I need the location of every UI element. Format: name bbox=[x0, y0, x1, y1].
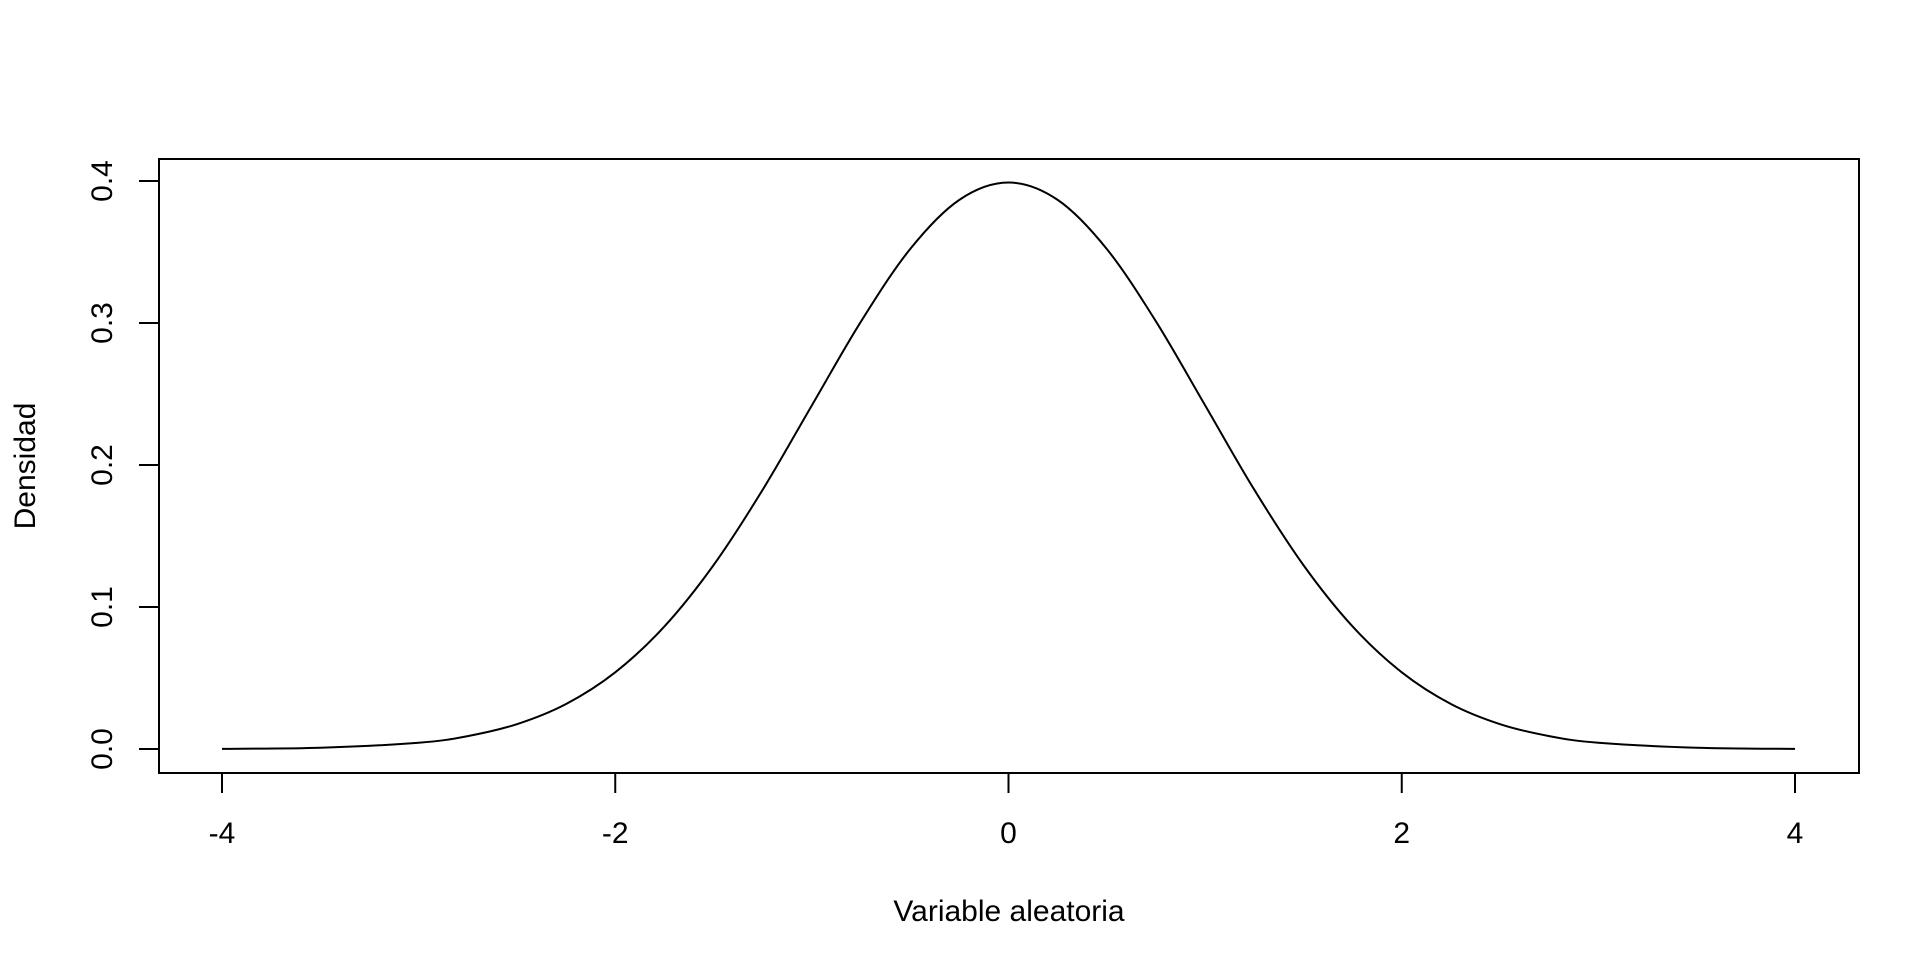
y-tick-label: 0.4 bbox=[86, 160, 119, 202]
y-tick-label: 0.3 bbox=[86, 302, 119, 344]
x-tick-label: 2 bbox=[1393, 817, 1410, 850]
x-tick-label: -2 bbox=[602, 817, 629, 850]
y-axis-label: Densidad bbox=[9, 403, 42, 530]
x-tick-label: 4 bbox=[1787, 817, 1804, 850]
y-tick-label: 0.0 bbox=[86, 728, 119, 770]
x-tick-label: 0 bbox=[1000, 817, 1017, 850]
plot-frame bbox=[158, 158, 1860, 774]
density-curve bbox=[221, 181, 1796, 750]
y-axis: 0.0 0.1 0.2 0.3 0.4 bbox=[86, 160, 160, 770]
x-axis: -4 -2 0 2 4 bbox=[209, 772, 1804, 850]
x-tick-label: -4 bbox=[209, 817, 236, 850]
y-tick-label: 0.2 bbox=[86, 444, 119, 486]
y-tick-label: 0.1 bbox=[86, 586, 119, 628]
x-axis-label: Variable aleatoria bbox=[893, 895, 1125, 928]
